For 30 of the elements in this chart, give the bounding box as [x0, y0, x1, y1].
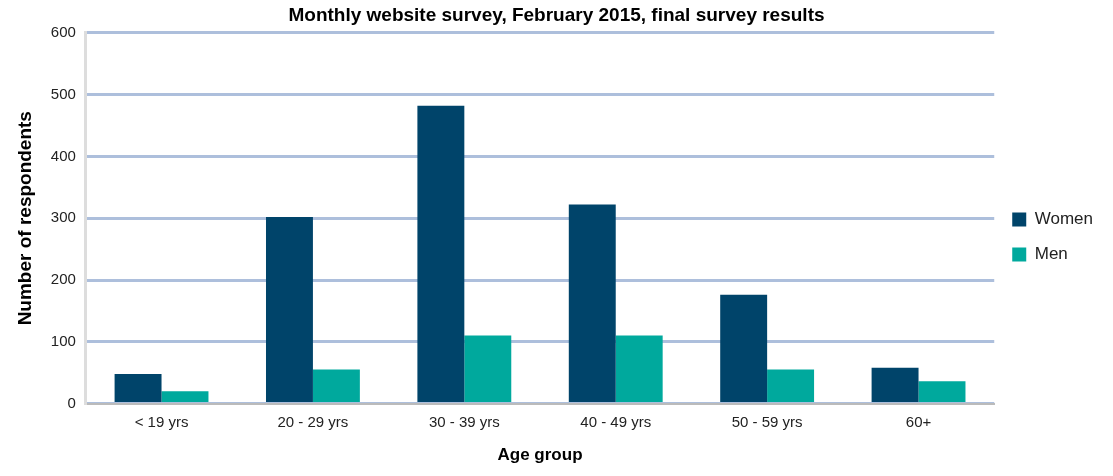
y-tick-label: 0 [67, 393, 76, 411]
bar [720, 294, 768, 403]
bar [417, 105, 465, 403]
y-tick-label: 500 [50, 84, 76, 102]
chart-title: Monthly website survey, February 2015, final survey results [288, 3, 825, 25]
bar [615, 335, 663, 403]
y-tick-label: 400 [50, 146, 76, 164]
x-axis-title: Age group [497, 445, 583, 465]
y-tick-label: 600 [50, 22, 76, 40]
x-tick-label: 50 - 59 yrs [731, 412, 803, 430]
bar [161, 391, 209, 403]
bar [464, 335, 512, 403]
y-tick-label: 100 [50, 331, 76, 349]
bar [767, 369, 815, 403]
bar [312, 369, 360, 403]
x-tick-label: 30 - 39 yrs [428, 412, 500, 430]
bar [918, 381, 966, 403]
bar [114, 373, 162, 403]
x-tick-label: 40 - 49 yrs [580, 412, 652, 430]
x-tick-label: < 19 yrs [134, 412, 189, 430]
x-tick-label: 60+ [905, 412, 932, 430]
y-axis-title: Number of respondents [13, 111, 35, 326]
bar [871, 367, 919, 403]
legend-label: Women [1034, 209, 1093, 229]
x-tick-label: 20 - 29 yrs [277, 412, 349, 430]
legend-label: Men [1034, 244, 1068, 264]
y-tick-label: 200 [50, 270, 76, 288]
bar [266, 216, 313, 403]
bar [568, 204, 616, 403]
y-tick-label: 300 [50, 208, 76, 226]
